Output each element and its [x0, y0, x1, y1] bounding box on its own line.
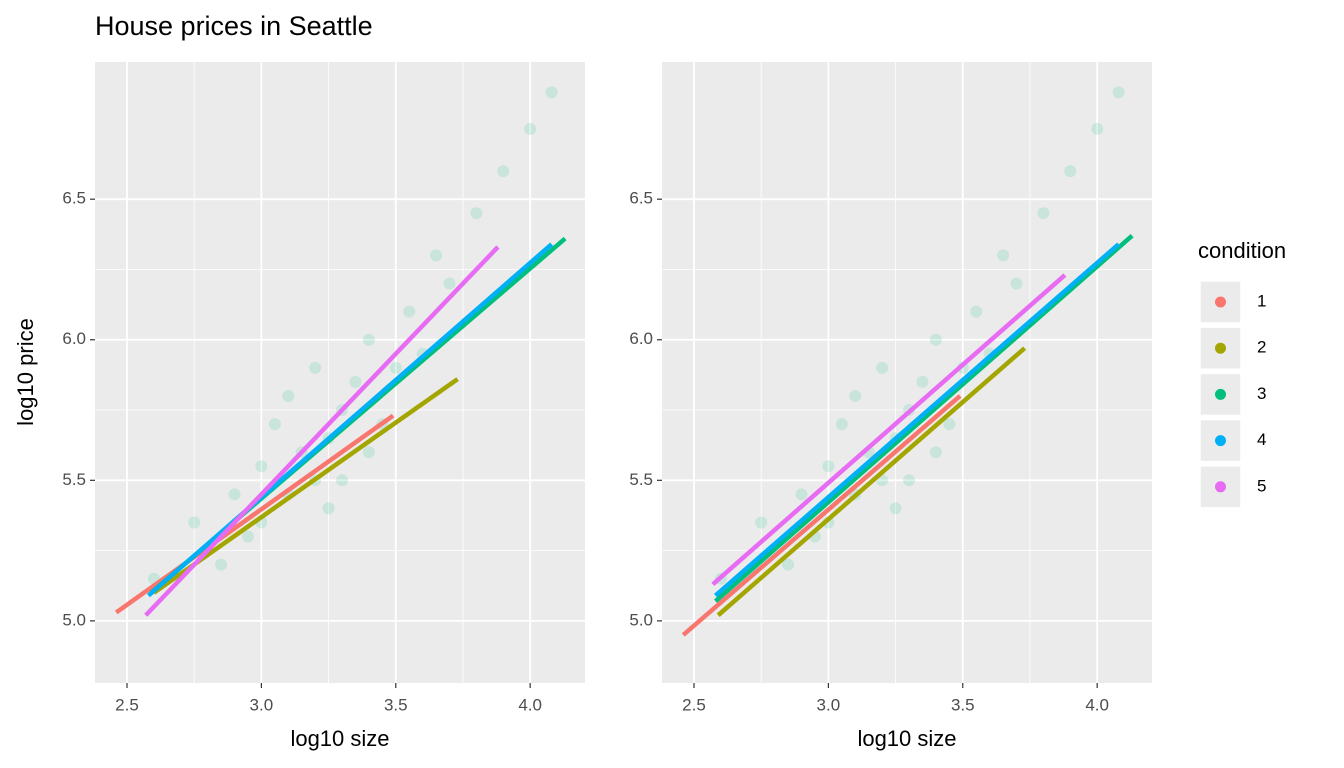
- scatter-point: [389, 361, 402, 374]
- scatter-point: [443, 277, 456, 290]
- y-tick-label: 6.0: [62, 329, 86, 348]
- scatter-point: [362, 446, 375, 459]
- scatter-point: [889, 502, 902, 515]
- legend-swatch: [1215, 435, 1226, 447]
- regression-line: [114, 413, 395, 615]
- x-tick-label: 3.0: [250, 695, 274, 714]
- panel-background: [662, 62, 1152, 683]
- y-tick-label: 5.0: [62, 610, 86, 629]
- scatter-point: [876, 361, 889, 374]
- x-tick-label: 4.0: [1085, 695, 1109, 714]
- y-tick-label: 6.5: [629, 189, 653, 208]
- x-tick-label: 2.5: [115, 695, 139, 714]
- scatter-point: [1091, 122, 1104, 135]
- scatter-point: [188, 516, 201, 529]
- y-axis-title: log10 price: [13, 318, 38, 426]
- regression-line: [144, 245, 500, 617]
- scatter-point: [282, 389, 295, 402]
- regression-line: [716, 346, 1027, 617]
- legend-swatch: [1215, 481, 1226, 493]
- scatter-point: [1112, 86, 1125, 99]
- scatter-point: [228, 488, 241, 501]
- x-tick-label: 3.5: [951, 695, 975, 714]
- scatter-point: [470, 207, 483, 220]
- regression-line: [681, 394, 962, 637]
- y-tick-label: 5.5: [62, 470, 86, 489]
- scatter-point: [997, 249, 1010, 262]
- scatter-point: [215, 558, 228, 571]
- regression-line: [152, 377, 459, 595]
- scatter-point: [755, 516, 768, 529]
- scatter-point: [241, 530, 254, 543]
- legend-title: condition: [1198, 238, 1286, 263]
- scatter-point: [268, 418, 281, 431]
- legend-label: 4: [1257, 430, 1266, 449]
- scatter-point: [309, 361, 322, 374]
- scatter-point: [849, 389, 862, 402]
- legend-swatch: [1215, 388, 1226, 400]
- x-axis-title: log10 size: [290, 726, 389, 751]
- scatter-point: [349, 375, 362, 388]
- chart-title: House prices in Seattle: [95, 11, 373, 41]
- y-tick-label: 5.0: [629, 610, 653, 629]
- scatter-point: [970, 305, 983, 318]
- legend-label: 2: [1257, 338, 1266, 357]
- scatter-point: [903, 474, 916, 487]
- y-tick-label: 6.5: [62, 189, 86, 208]
- legend-swatch: [1215, 342, 1226, 354]
- x-tick-label: 2.5: [682, 695, 706, 714]
- scatter-point: [255, 460, 268, 473]
- scatter-point: [835, 418, 848, 431]
- scatter-point: [782, 558, 795, 571]
- legend-label: 1: [1257, 291, 1266, 310]
- x-tick-label: 4.0: [518, 695, 542, 714]
- legend-swatch: [1215, 296, 1226, 308]
- panel-background: [95, 62, 585, 683]
- y-tick-label: 5.5: [629, 470, 653, 489]
- scatter-point: [943, 418, 956, 431]
- scatter-point: [929, 333, 942, 346]
- regression-line: [147, 242, 554, 598]
- legend-label: 3: [1257, 384, 1266, 403]
- scatter-point: [403, 305, 416, 318]
- x-tick-label: 3.0: [817, 695, 841, 714]
- scatter-point: [336, 474, 349, 487]
- scatter-point: [362, 333, 375, 346]
- scatter-point: [524, 122, 537, 135]
- scatter-point: [1064, 165, 1077, 178]
- regression-line: [714, 234, 1134, 603]
- scatter-point: [916, 375, 929, 388]
- scatter-point: [795, 488, 808, 501]
- scatter-point: [497, 165, 510, 178]
- scatter-point: [322, 502, 335, 515]
- scatter-point: [929, 446, 942, 459]
- scatter-point: [1010, 277, 1023, 290]
- regression-line: [714, 242, 1121, 598]
- scatter-point: [1037, 207, 1050, 220]
- regression-line: [711, 273, 1067, 587]
- legend-label: 5: [1257, 476, 1266, 495]
- y-tick-label: 6.0: [629, 329, 653, 348]
- scatter-point: [545, 86, 558, 99]
- x-tick-label: 3.5: [384, 695, 408, 714]
- x-axis-title: log10 size: [857, 726, 956, 751]
- scatter-point: [822, 460, 835, 473]
- scatter-point: [430, 249, 443, 262]
